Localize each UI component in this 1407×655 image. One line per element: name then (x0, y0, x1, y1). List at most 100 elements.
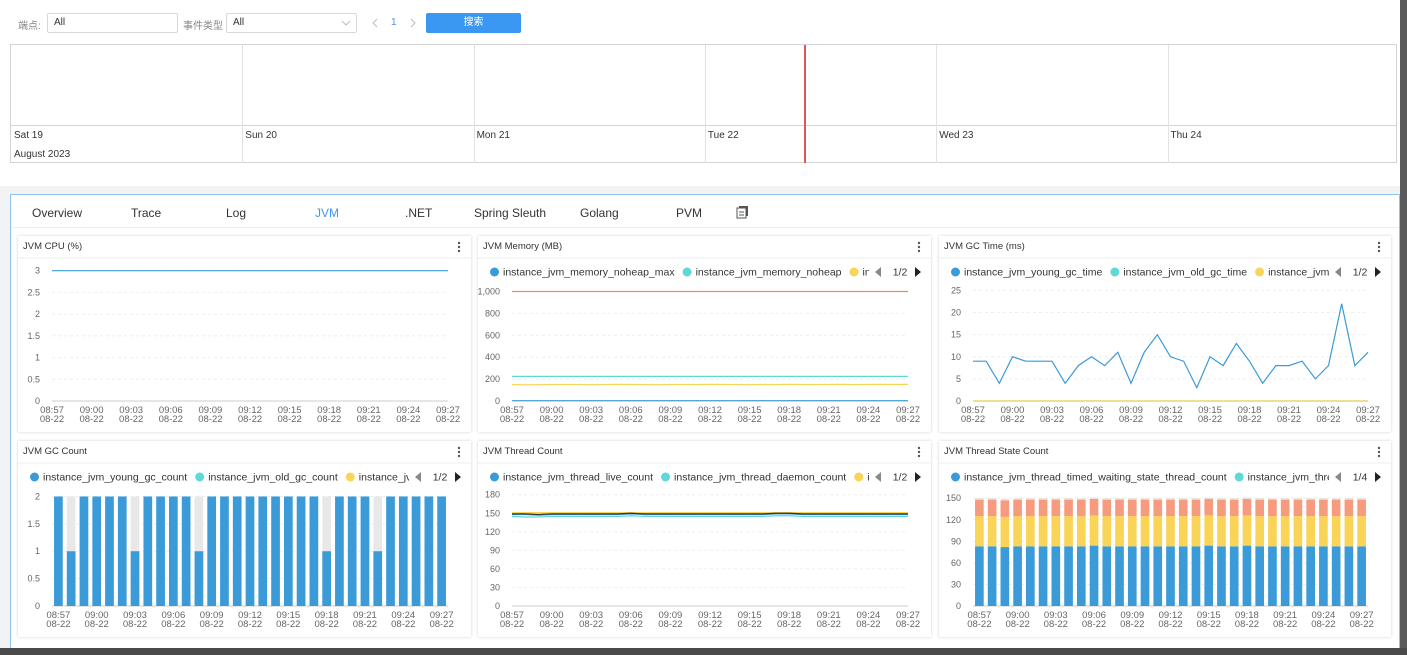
chart-title: JVM CPU (%) (23, 241, 82, 252)
bar (1115, 498, 1124, 500)
tab[interactable]: Overview (32, 206, 83, 220)
legend-marker (849, 267, 859, 277)
bar (1115, 516, 1124, 547)
bar (1115, 499, 1124, 517)
legend: instance_jvm_thread_timed_waiting_state_… (951, 472, 1345, 484)
bar (1140, 516, 1150, 547)
timeline-day: Sun 20 (245, 130, 277, 141)
bar (1038, 499, 1048, 517)
legend-prev (875, 267, 881, 277)
x-tick-label: 09:03 08-22 (1039, 405, 1065, 425)
legend-prev (875, 472, 881, 482)
x-tick-label: 09:09 08-22 (1120, 610, 1145, 630)
tab[interactable]: Log (226, 206, 247, 220)
chart-title: JVM Thread State Count (944, 446, 1049, 457)
y-tick-label: 25 (951, 285, 961, 295)
more-menu-dot (457, 245, 461, 249)
next-page[interactable] (408, 17, 418, 29)
bar (1319, 499, 1328, 517)
bar (1357, 546, 1366, 606)
chart-card: JVM Thread Count 0 30 60 90 120 150 180 instance… (478, 441, 931, 637)
bar (1153, 499, 1163, 517)
y-tick-label: 180 (485, 490, 500, 500)
x-tick-label: 09:15 08-22 (737, 610, 762, 630)
x-tick-label: 09:09 08-22 (1118, 405, 1144, 425)
bar (1089, 545, 1099, 606)
bar (1229, 499, 1239, 517)
y-tick-label: 60 (490, 564, 500, 574)
x-tick-label: 09:03 08-22 (1043, 610, 1068, 630)
x-tick-label: 09:12 08-22 (697, 405, 723, 425)
x-tick-label: 09:21 08-22 (816, 405, 841, 425)
legend-prev (1335, 472, 1341, 482)
x-tick-label: 09:15 08-22 (276, 610, 301, 630)
chart-title: JVM GC Time (ms) (944, 241, 1025, 252)
more-menu-dot (917, 446, 921, 450)
y-tick-label: 20 (951, 308, 961, 318)
timeline-day: Thu 24 (1170, 130, 1202, 141)
endpoint-input[interactable]: All (47, 13, 178, 33)
x-tick-label: 09:09 08-22 (198, 405, 223, 425)
page-number[interactable]: 1 (391, 17, 397, 28)
more-menu-dot (457, 450, 461, 454)
tab[interactable]: Spring Sleuth (474, 206, 547, 220)
bar (1013, 546, 1022, 606)
legend: instance_jvm_young_gc_time instance_jvm_o… (951, 267, 1329, 279)
x-tick-label: 09:06 08-22 (161, 610, 186, 630)
legend-label: instance_jvm_thread (1248, 472, 1345, 484)
chart: JVM Thread State Count0306090120150insta… (939, 446, 1391, 611)
more-menu-dot (917, 249, 921, 253)
bar (1280, 498, 1290, 500)
tab[interactable]: PVM (676, 206, 703, 220)
y-tick-label: 0 (35, 601, 40, 611)
tab[interactable]: Golang (580, 206, 619, 220)
bar (1242, 498, 1252, 516)
bar (1038, 546, 1048, 606)
tab[interactable]: .NET (405, 206, 433, 220)
bar (1051, 499, 1061, 517)
x-tick-label: 09:00 08-22 (1005, 610, 1030, 630)
y-tick-label: 1,000 (478, 286, 500, 296)
tab[interactable]: Trace (131, 206, 162, 220)
legend-marker (490, 267, 499, 277)
bar (1191, 516, 1201, 547)
legend-page: 1/2 (1353, 267, 1368, 279)
prev-page[interactable] (370, 17, 380, 29)
bar (975, 516, 984, 547)
legend-marker (951, 267, 960, 277)
bar (1178, 498, 1188, 500)
chart: JVM GC Time (ms)0510152025instance_jvm_y… (939, 241, 1391, 406)
bar (1064, 516, 1073, 547)
legend-label: instance_jvm_memory_noheap_max (503, 267, 675, 279)
tab[interactable]: JVM (315, 206, 339, 220)
chart: JVM CPU (%) 0 0.5 1 1.5 2 2.5 3 (18, 241, 471, 406)
legend: instance_jvm_thread_live_count instance_j… (490, 472, 869, 484)
search-button[interactable]: 搜索 (426, 13, 521, 33)
x-tick-label: 08:57 08-22 (499, 405, 525, 425)
bar (987, 546, 997, 606)
bar (1140, 546, 1150, 606)
window-edge (1400, 0, 1407, 655)
copy-icon[interactable] (736, 205, 750, 219)
bar (1268, 498, 1277, 500)
event-type-select[interactable]: All (226, 13, 357, 33)
more-menu-dot (457, 249, 461, 253)
bar (1064, 498, 1073, 500)
x-tick-label: 09:24 08-22 (1316, 405, 1341, 425)
legend: instance_jvm_memory_noheap_max instance_j… (490, 267, 869, 279)
bar (1089, 497, 1099, 499)
y-tick-label: 90 (951, 536, 961, 546)
legend: instance_jvm_young_gc_count instance_jvm_… (30, 472, 409, 484)
event-type-label: 事件类型 (183, 21, 223, 32)
bar (1191, 498, 1201, 500)
bar (1242, 497, 1252, 499)
legend-label: instance_jvm_young_gc_time (964, 267, 1102, 279)
legend-marker (951, 472, 960, 482)
x-tick-label: 08:57 08-22 (967, 610, 992, 630)
bar (1026, 546, 1035, 606)
x-tick-label: 09:03 08-22 (122, 610, 148, 630)
legend-marker (1110, 267, 1120, 277)
bar (1344, 499, 1354, 517)
y-tick-label: 150 (946, 493, 961, 503)
bar (54, 496, 63, 606)
